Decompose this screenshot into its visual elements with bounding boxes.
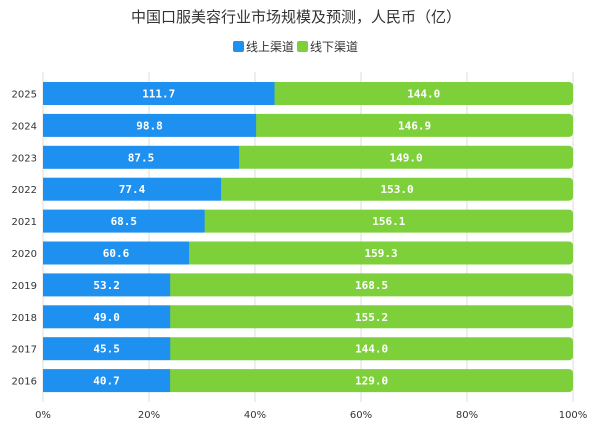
- y-tick-label: 2025: [12, 90, 37, 101]
- bar-offline-2018: [167, 305, 573, 329]
- y-tick-label: 2016: [12, 377, 37, 388]
- data-label-offline-2020: 159.3: [364, 247, 397, 260]
- data-label-online-2022: 77.4: [119, 183, 146, 196]
- legend-label-offline: 线下渠道: [310, 40, 358, 54]
- data-label-online-2016: 40.7: [93, 375, 120, 388]
- y-tick-label: 2023: [12, 153, 37, 164]
- data-label-offline-2021: 156.1: [372, 215, 405, 228]
- data-label-online-2019: 53.2: [93, 279, 120, 292]
- legend: 线上渠道 线下渠道: [233, 40, 358, 54]
- bar-online-2018: [43, 305, 171, 329]
- x-tick-label: 60%: [350, 410, 372, 421]
- bar-online-2023: [43, 145, 240, 169]
- y-tick-label: 2018: [12, 313, 37, 324]
- bar-offline-2020: [186, 241, 573, 265]
- data-label-online-2017: 45.5: [93, 343, 120, 356]
- bar-online-2017: [43, 337, 171, 361]
- y-tick-label: 2017: [12, 345, 37, 356]
- bar-offline-2021: [201, 209, 573, 233]
- data-label-offline-2023: 149.0: [389, 151, 422, 164]
- data-label-offline-2022: 153.0: [380, 183, 413, 196]
- bar-offline-2023: [236, 145, 573, 169]
- data-label-offline-2017: 144.0: [355, 343, 388, 356]
- data-label-online-2025: 111.7: [142, 88, 175, 101]
- bar-online-2020: [43, 241, 190, 265]
- x-axis-labels: 0% 20% 40% 60% 80% 100%: [35, 410, 587, 421]
- bar-offline-2024: [253, 113, 573, 137]
- bar-offline-2025: [271, 82, 573, 105]
- y-tick-label: 2022: [12, 185, 37, 196]
- y-tick-label: 2024: [12, 121, 37, 132]
- data-label-offline-2025: 144.0: [407, 88, 440, 101]
- x-tick-label: 100%: [559, 410, 588, 421]
- legend-swatch-offline: [297, 41, 308, 52]
- bar-online-2024: [43, 113, 257, 137]
- data-label-online-2018: 49.0: [93, 311, 120, 324]
- y-tick-label: 2020: [12, 249, 37, 260]
- bar-online-2019: [43, 273, 171, 297]
- legend-label-online: 线上渠道: [246, 40, 294, 54]
- bars: 111.7 144.0 98.8 146.9 87.5 149.0 77.4 153.0 68.…: [43, 82, 574, 393]
- legend-swatch-online: [233, 41, 244, 52]
- bar-offline-2022: [218, 177, 573, 201]
- data-label-offline-2016: 129.0: [355, 375, 388, 388]
- data-label-online-2020: 60.6: [103, 247, 130, 260]
- y-tick-label: 2021: [12, 217, 37, 228]
- data-label-online-2023: 87.5: [128, 151, 155, 164]
- data-label-online-2024: 98.8: [136, 119, 163, 132]
- bar-online-2025: [43, 82, 275, 105]
- x-tick-label: 0%: [35, 410, 51, 421]
- y-tick-label: 2019: [12, 281, 37, 292]
- data-label-offline-2018: 155.2: [355, 311, 388, 324]
- bar-offline-2017: [167, 337, 574, 361]
- bar-online-2021: [43, 209, 205, 233]
- bar-online-2022: [43, 177, 222, 201]
- chart-title: 中国口服美容行业市场规模及预测，人民币（亿）: [131, 8, 461, 26]
- x-tick-label: 20%: [138, 410, 160, 421]
- data-label-offline-2024: 146.9: [398, 119, 431, 132]
- data-label-online-2021: 68.5: [111, 215, 138, 228]
- x-tick-label: 80%: [456, 410, 478, 421]
- bar-offline-2019: [167, 273, 573, 297]
- data-label-offline-2019: 168.5: [355, 279, 388, 292]
- bar-offline-2016: [167, 369, 573, 393]
- y-axis-labels: 2025 2024 2023 2022 2021 2020 2019 2018 2017 2016: [12, 90, 37, 388]
- x-tick-label: 40%: [244, 410, 266, 421]
- bar-online-2016: [43, 369, 171, 393]
